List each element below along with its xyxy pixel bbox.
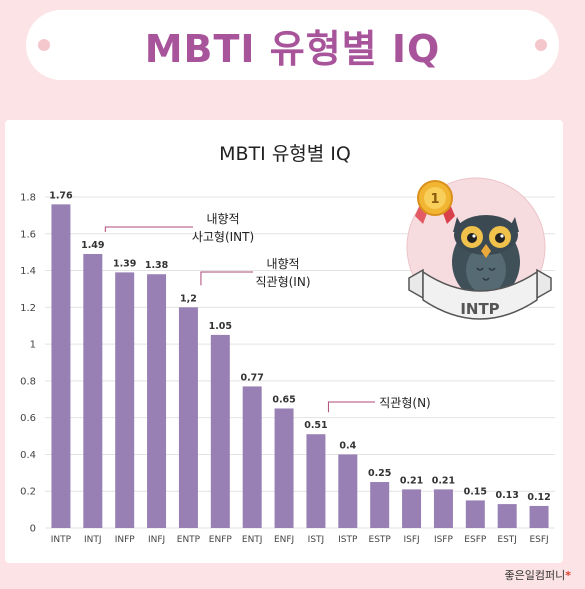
banner-dot-left (38, 39, 50, 51)
value-label: 0.12 (527, 492, 550, 503)
x-tick-label: ESTJ (497, 535, 517, 545)
x-tick-label: ENTJ (242, 535, 263, 545)
y-tick-label: 1.8 (20, 193, 36, 204)
bar-entp (178, 307, 198, 528)
y-tick-label: 1 (30, 340, 36, 351)
value-label: 0.21 (432, 475, 455, 486)
annotation-text: 내향적 (206, 212, 239, 226)
intp-owl-badge: 1 INTP (406, 177, 552, 320)
value-label: 0.21 (400, 475, 423, 486)
x-tick-label: INTP (51, 535, 72, 545)
annotation-bracket (104, 226, 193, 233)
x-tick-label: ENFJ (274, 535, 294, 545)
x-tick-label: ISTP (338, 535, 358, 545)
y-tick-label: 1.6 (20, 229, 36, 240)
x-tick-label: ISTJ (308, 535, 325, 545)
bar-chart: MBTI 유형별 IQ 0 0.2 0.4 0.6 0.8 1 1.2 1.4 1.6 1.8 1… (20, 143, 555, 545)
annotation-bracket (200, 271, 253, 286)
bar-enfp (210, 334, 230, 528)
x-tick-label: ESFP (464, 535, 487, 545)
footer-brand: 좋은일컴퍼니* (505, 567, 572, 583)
bar-intj (83, 254, 103, 528)
bar-infp (115, 272, 135, 528)
y-tick-label: 1.2 (20, 303, 36, 314)
x-tick-label: ESTP (369, 535, 392, 545)
annotation-text: 내향적 (266, 257, 299, 271)
bar-estp (370, 482, 390, 528)
x-tick-label: ISFJ (403, 535, 419, 545)
value-label: 0.51 (304, 420, 327, 431)
y-tick-label: 0.2 (20, 487, 36, 498)
annotation-bracket (327, 401, 375, 413)
brand-name: 좋은일컴퍼니 (504, 569, 566, 582)
bar-istp (338, 454, 358, 528)
bar-istj (306, 434, 326, 528)
y-tick-label: 0.8 (20, 376, 36, 387)
chart-card: MBTI 유형별 IQ 0 0.2 0.4 0.6 0.8 1 1.2 1.4 1.6 1.8 1… (5, 120, 563, 563)
badge-label: INTP (460, 300, 499, 318)
value-label: 1.49 (81, 240, 104, 251)
bar-intp (51, 204, 71, 528)
bar-esfj (529, 505, 549, 528)
value-label: 1,2 (180, 293, 197, 304)
value-label: 1.05 (209, 321, 232, 332)
x-tick-label: INTJ (84, 535, 102, 545)
value-label: 0.65 (272, 394, 295, 405)
value-label: 0.77 (240, 372, 263, 383)
annotation-text: 직관형(IN) (256, 275, 311, 289)
y-tick-label: 0.6 (20, 413, 36, 424)
bar-esfp (465, 500, 485, 528)
banner-dot-right (535, 39, 547, 51)
brand-star-icon: * (565, 569, 571, 582)
title-banner: MBTI 유형별 IQ (26, 10, 559, 80)
annotation-text: 사고형(INT) (192, 230, 254, 244)
chart-title: MBTI 유형별 IQ (219, 143, 351, 165)
value-label: 0.25 (368, 468, 391, 479)
medal-rank: 1 (430, 192, 439, 207)
owl-icon (452, 215, 520, 301)
x-tick-label: ENTP (177, 535, 201, 545)
value-label: 1.39 (113, 258, 136, 269)
x-tick-label: INFP (115, 535, 136, 545)
x-tick-label: ESFJ (529, 535, 548, 545)
value-label: 1.76 (49, 190, 73, 201)
bar-enfj (274, 408, 294, 528)
value-label: 0.15 (464, 486, 487, 497)
badge-ribbon (422, 270, 538, 320)
y-tick-label: 0 (30, 524, 36, 535)
bar-entj (242, 386, 262, 528)
y-tick-label: 0.4 (20, 450, 36, 461)
y-tick-label: 1.4 (20, 266, 36, 277)
x-tick-label: INFJ (148, 535, 165, 545)
x-tick-label: ENFP (209, 535, 233, 545)
bar-estj (497, 504, 517, 528)
bar-isfp (433, 489, 453, 528)
x-tick-label: ISFP (434, 535, 454, 545)
value-label: 0.13 (495, 490, 518, 501)
bar-infj (147, 274, 167, 528)
value-label: 0.4 (339, 440, 356, 451)
annotation-text: 직관형(N) (379, 396, 430, 410)
value-label: 1.38 (145, 260, 169, 271)
banner-title: MBTI 유형별 IQ (144, 26, 441, 71)
bar-isfj (402, 489, 422, 528)
